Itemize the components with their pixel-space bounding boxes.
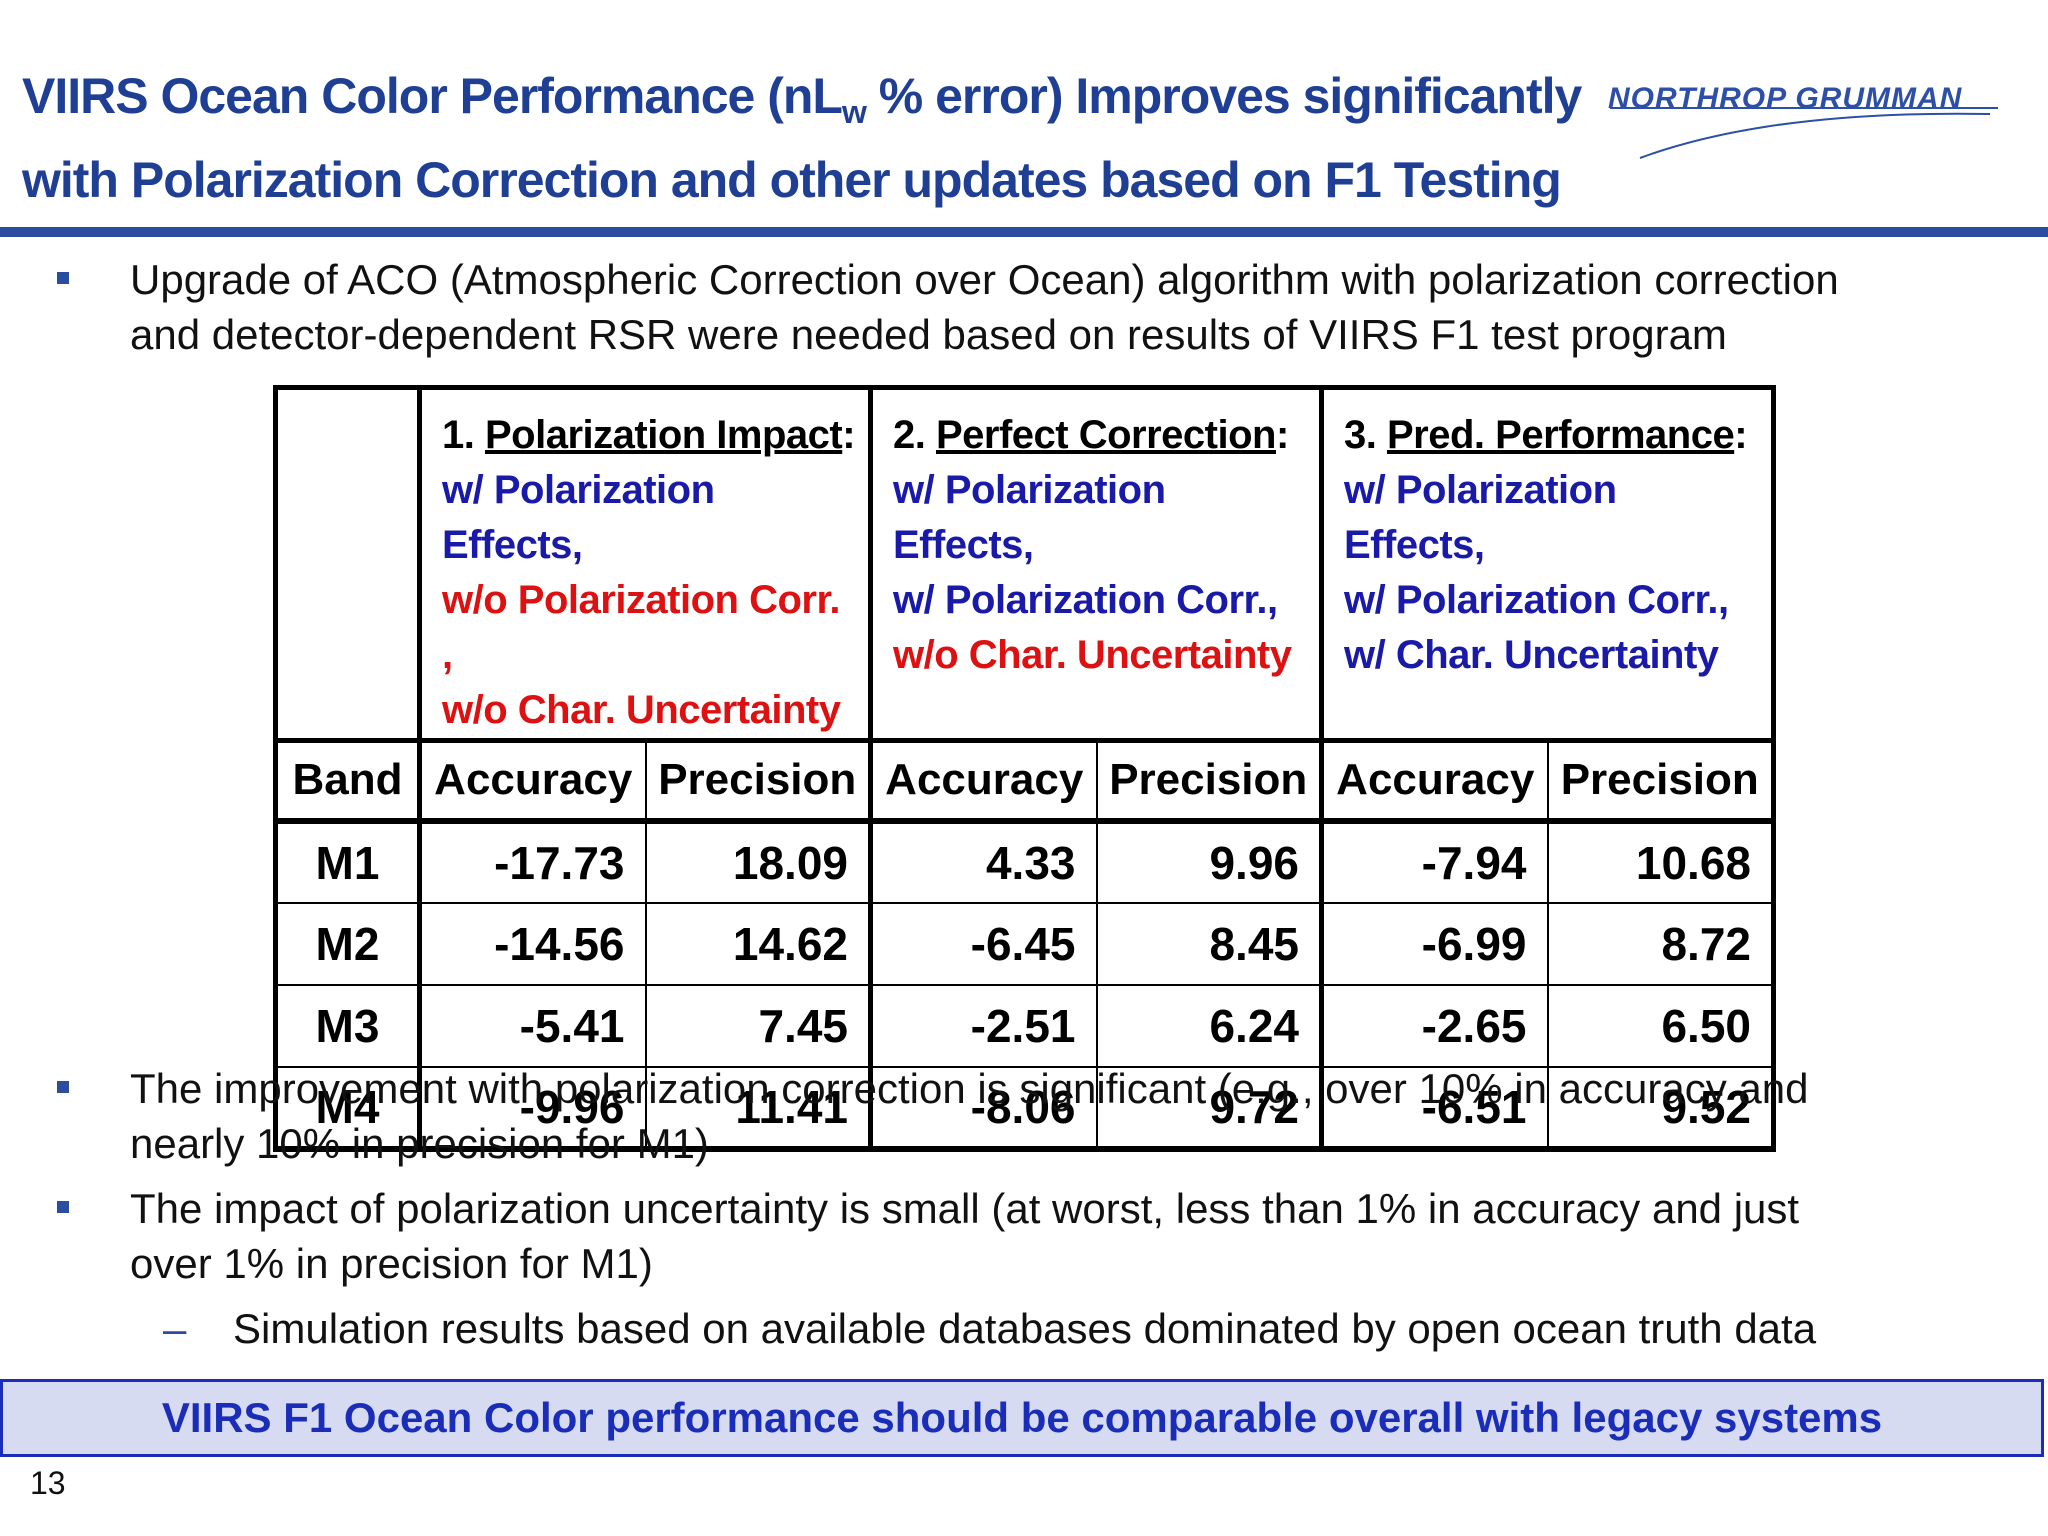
band-cell: M2 xyxy=(273,901,421,986)
value-cell: -14.56 xyxy=(417,901,647,986)
value-cell: 9.72 xyxy=(1095,1065,1323,1152)
value-cell: -6.99 xyxy=(1319,901,1549,986)
title-line-1: VIIRS Ocean Color Performance (nLw % err… xyxy=(22,68,1582,130)
table-row: M1 -17.73 18.09 4.33 9.96 -7.94 10.68 xyxy=(273,819,1776,904)
title-line-2: with Polarization Correction and other u… xyxy=(22,152,1562,208)
value-cell: -7.94 xyxy=(1319,819,1549,904)
value-cell: 6.50 xyxy=(1546,983,1776,1068)
bullet-3: The impact of polarization uncertainty i… xyxy=(57,1181,1980,1291)
value-cell: 9.52 xyxy=(1546,1065,1776,1152)
bullet-2: The improvement with polarization correc… xyxy=(57,1061,1980,1171)
value-cell: -17.73 xyxy=(417,819,647,904)
bullet-1: Upgrade of ACO (Atmospheric Correction o… xyxy=(57,252,1980,362)
performance-table: 1. Polarization Impact: w/ Polarization … xyxy=(273,385,1776,1152)
page-number: 13 xyxy=(30,1465,66,1501)
value-cell: 6.24 xyxy=(1095,983,1323,1068)
table-row: M4 -9.96 11.41 -8.06 9.72 -6.51 9.52 xyxy=(273,1065,1776,1152)
col-header-precision: Precision xyxy=(1546,738,1776,824)
logo-text: NORTHROP GRUMMAN xyxy=(1608,82,1963,115)
bullet-square-icon xyxy=(57,1201,69,1213)
value-cell: -2.65 xyxy=(1319,983,1549,1068)
value-cell: 9.96 xyxy=(1095,819,1323,904)
value-cell: 4.33 xyxy=(868,819,1098,904)
value-cell: 10.68 xyxy=(1546,819,1776,904)
col-header-accuracy: Accuracy xyxy=(868,738,1098,824)
conclusion-banner: VIIRS F1 Ocean Color performance should … xyxy=(0,1379,2044,1457)
value-cell: 7.45 xyxy=(644,983,872,1068)
logo-swoosh-icon xyxy=(1610,107,1998,159)
value-cell: -8.06 xyxy=(868,1065,1098,1152)
dash-icon: – xyxy=(163,1305,187,1352)
value-cell: 11.41 xyxy=(644,1065,872,1152)
value-cell: -5.41 xyxy=(417,983,647,1068)
title-divider xyxy=(0,227,2048,237)
table-row: M2 -14.56 14.62 -6.45 8.45 -6.99 8.72 xyxy=(273,901,1776,986)
bullet-square-icon xyxy=(57,272,69,284)
value-cell: -6.45 xyxy=(868,901,1098,986)
value-cell: 8.72 xyxy=(1546,901,1776,986)
value-cell: 14.62 xyxy=(644,901,872,986)
header-corner xyxy=(273,385,421,742)
table-row: M3 -5.41 7.45 -2.51 6.24 -2.65 6.50 xyxy=(273,983,1776,1068)
col-header-band: Band xyxy=(273,738,421,824)
col-header-precision: Precision xyxy=(1095,738,1323,824)
band-cell: M4 xyxy=(273,1065,421,1152)
bullet-square-icon xyxy=(57,1081,69,1093)
slide-title: VIIRS Ocean Color Performance (nLw % err… xyxy=(22,62,1582,214)
band-cell: M3 xyxy=(273,983,421,1068)
group-header-3: 3. Pred. Performance: w/ Polarization Ef… xyxy=(1319,385,1776,742)
group-header-2: 2. Perfect Correction: w/ Polarization E… xyxy=(868,385,1323,742)
sub-bullet: – Simulation results based on available … xyxy=(163,1301,2013,1356)
value-cell: -2.51 xyxy=(868,983,1098,1068)
col-header-precision: Precision xyxy=(644,738,872,824)
value-cell: 8.45 xyxy=(1095,901,1323,986)
col-header-accuracy: Accuracy xyxy=(417,738,647,824)
band-cell: M1 xyxy=(273,819,421,904)
value-cell: 18.09 xyxy=(644,819,872,904)
col-header-accuracy: Accuracy xyxy=(1319,738,1549,824)
value-cell: -9.96 xyxy=(417,1065,647,1152)
value-cell: -6.51 xyxy=(1319,1065,1549,1152)
group-header-1: 1. Polarization Impact: w/ Polarization … xyxy=(417,385,872,742)
northrop-grumman-logo: NORTHROP GRUMMAN xyxy=(1590,70,2010,170)
